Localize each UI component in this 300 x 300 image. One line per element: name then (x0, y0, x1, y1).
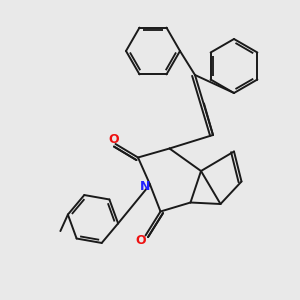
Text: O: O (136, 233, 146, 247)
Text: N: N (140, 179, 150, 193)
Text: O: O (109, 133, 119, 146)
